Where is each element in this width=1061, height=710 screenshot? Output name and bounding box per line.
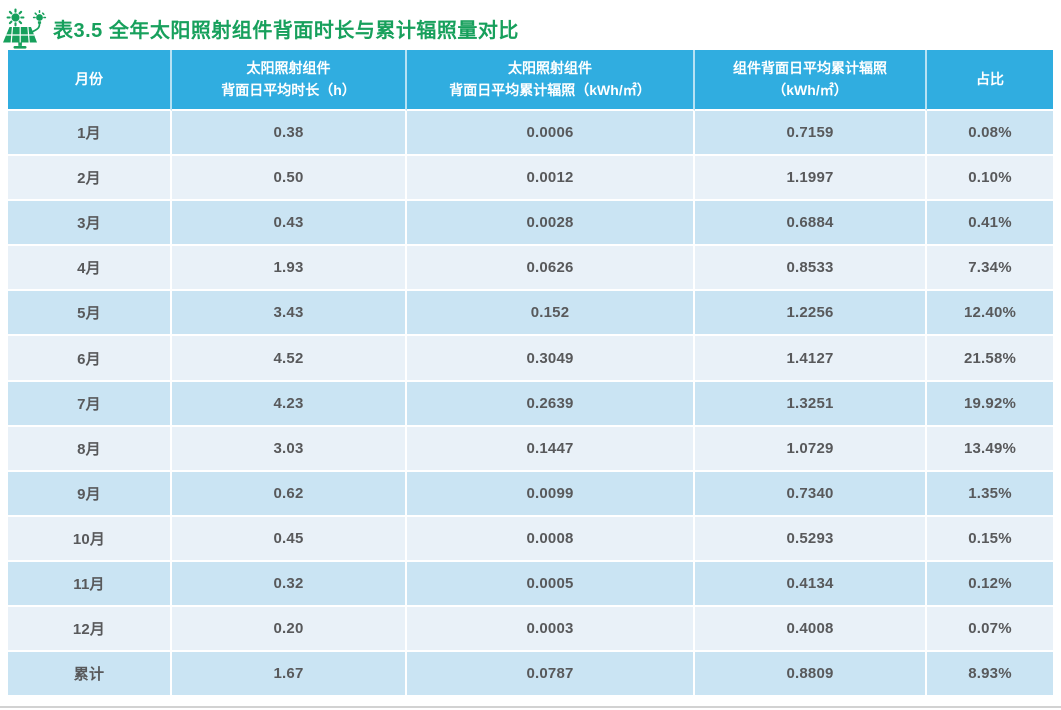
table-cell: 0.0099 <box>407 471 695 517</box>
table-cell: 0.0005 <box>407 561 695 608</box>
row-label-month: 2月 <box>8 156 172 202</box>
table-cell: 0.12% <box>927 561 1053 608</box>
table-cell: 12.40% <box>927 291 1053 337</box>
table-cell: 1.2256 <box>695 291 927 337</box>
table-cell: 1.93 <box>172 246 407 292</box>
table-cell: 0.41% <box>927 201 1053 247</box>
table-body: 1月 0.38 0.0006 0.7159 0.08% 2月 0.50 0.0012 1.199… <box>8 111 1053 696</box>
table-cell: 1.67 <box>172 652 407 696</box>
table-cell: 0.4134 <box>695 561 927 608</box>
table-cell: 0.8809 <box>695 652 927 696</box>
table-cell: 21.58% <box>927 336 1053 382</box>
table-cell: 4.52 <box>172 336 407 382</box>
table-cell: 0.8533 <box>695 246 927 292</box>
row-label-month: 12月 <box>8 607 172 653</box>
table-row: 10月 0.45 0.0008 0.5293 0.15% <box>8 516 1053 562</box>
table-header: 月份 太阳照射组件 背面日平均时长（h） 太阳照射组件 背面日平均累计辐照（kWh/… <box>8 50 1053 111</box>
table-row: 12月 0.20 0.0003 0.4008 0.07% <box>8 607 1053 653</box>
table-cell: 0.2639 <box>407 381 695 427</box>
row-label-month: 9月 <box>8 471 172 517</box>
table-cell: 4.23 <box>172 381 407 427</box>
table-row: 3月 0.43 0.0028 0.6884 0.41% <box>8 201 1053 247</box>
bottom-divider <box>0 706 1061 708</box>
table-row: 4月 1.93 0.0626 0.8533 7.34% <box>8 246 1053 292</box>
table-title-block: 表3.5 全年太阳照射组件背面时长与累计辐照量对比 <box>0 0 1061 50</box>
table-row: 5月 3.43 0.152 1.2256 12.40% <box>8 291 1053 337</box>
table-cell: 0.43 <box>172 201 407 247</box>
table-cell: 0.5293 <box>695 516 927 562</box>
header-row: 月份 太阳照射组件 背面日平均时长（h） 太阳照射组件 背面日平均累计辐照（kWh/… <box>8 50 1053 111</box>
row-label-month: 5月 <box>8 291 172 337</box>
table-cell: 0.0006 <box>407 111 695 157</box>
table-cell: 13.49% <box>927 426 1053 472</box>
row-label-month: 11月 <box>8 561 172 608</box>
table-cell: 0.0012 <box>407 156 695 202</box>
table-cell: 0.62 <box>172 471 407 517</box>
table-row: 2月 0.50 0.0012 1.1997 0.10% <box>8 156 1053 202</box>
table-cell: 0.10% <box>927 156 1053 202</box>
table-cell: 0.50 <box>172 156 407 202</box>
table-cell: 0.38 <box>172 111 407 157</box>
row-label-month: 累计 <box>8 652 172 696</box>
table-cell: 0.0003 <box>407 607 695 653</box>
table-row: 7月 4.23 0.2639 1.3251 19.92% <box>8 381 1053 427</box>
table-row: 9月 0.62 0.0099 0.7340 1.35% <box>8 471 1053 517</box>
table-cell: 8.93% <box>927 652 1053 696</box>
table-cell: 1.4127 <box>695 336 927 382</box>
table-cell: 1.1997 <box>695 156 927 202</box>
table-cell: 0.0008 <box>407 516 695 562</box>
table-cell: 7.34% <box>927 246 1053 292</box>
table-cell: 0.0626 <box>407 246 695 292</box>
table-cell: 1.3251 <box>695 381 927 427</box>
column-header-4: 组件背面日平均累计辐照 （kWh/㎡） <box>695 50 927 111</box>
table-cell: 1.35% <box>927 471 1053 517</box>
solar-panel-sun-bulb-icon <box>2 8 48 50</box>
row-label-month: 6月 <box>8 336 172 382</box>
irradiation-comparison-table: 月份 太阳照射组件 背面日平均时长（h） 太阳照射组件 背面日平均累计辐照（kWh/… <box>8 50 1053 696</box>
table-row: 6月 4.52 0.3049 1.4127 21.58% <box>8 336 1053 382</box>
table-cell: 0.1447 <box>407 426 695 472</box>
table-cell: 0.20 <box>172 607 407 653</box>
table-cell: 0.08% <box>927 111 1053 157</box>
table-cell: 0.0787 <box>407 652 695 696</box>
row-label-month: 1月 <box>8 111 172 157</box>
table-row: 1月 0.38 0.0006 0.7159 0.08% <box>8 111 1053 157</box>
table-cell: 1.0729 <box>695 426 927 472</box>
table-cell: 3.43 <box>172 291 407 337</box>
table-cell: 0.15% <box>927 516 1053 562</box>
row-label-month: 4月 <box>8 246 172 292</box>
table-cell: 0.4008 <box>695 607 927 653</box>
table-cell: 0.7159 <box>695 111 927 157</box>
table-cell: 0.6884 <box>695 201 927 247</box>
table-cell: 0.3049 <box>407 336 695 382</box>
column-header-2: 太阳照射组件 背面日平均时长（h） <box>172 50 407 111</box>
row-label-month: 7月 <box>8 381 172 427</box>
table-cell: 0.07% <box>927 607 1053 653</box>
table-row-total: 累计 1.67 0.0787 0.8809 8.93% <box>8 652 1053 696</box>
table-cell: 0.152 <box>407 291 695 337</box>
column-header-5: 占比 <box>927 50 1053 111</box>
column-header-3: 太阳照射组件 背面日平均累计辐照（kWh/㎡） <box>407 50 695 111</box>
table-cell: 19.92% <box>927 381 1053 427</box>
table-row: 8月 3.03 0.1447 1.0729 13.49% <box>8 426 1053 472</box>
table-cell: 0.0028 <box>407 201 695 247</box>
table-cell: 0.7340 <box>695 471 927 517</box>
table-cell: 3.03 <box>172 426 407 472</box>
row-label-month: 3月 <box>8 201 172 247</box>
column-header-1: 月份 <box>8 50 172 111</box>
table-row: 11月 0.32 0.0005 0.4134 0.12% <box>8 561 1053 608</box>
table-cell: 0.45 <box>172 516 407 562</box>
table-cell: 0.32 <box>172 561 407 608</box>
row-label-month: 10月 <box>8 516 172 562</box>
page-title: 表3.5 全年太阳照射组件背面时长与累计辐照量对比 <box>53 20 519 42</box>
row-label-month: 8月 <box>8 426 172 472</box>
